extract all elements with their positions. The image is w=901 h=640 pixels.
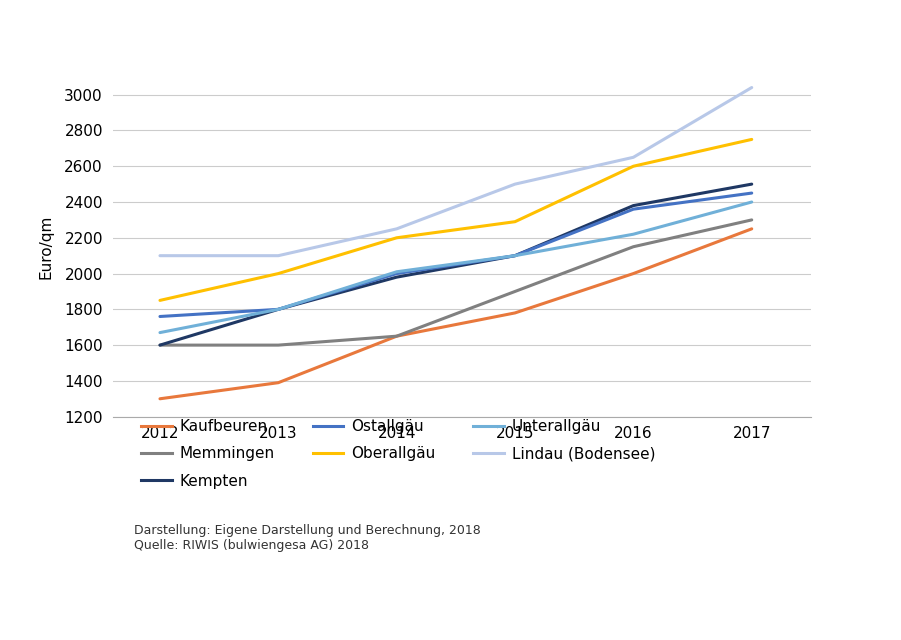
Unterallgäu [155, 329, 166, 337]
Ostallgäu [391, 269, 402, 277]
Lindau (Bodensee) [391, 225, 402, 233]
Kempten [273, 305, 284, 313]
Kempten [510, 252, 521, 259]
Line: Memmingen: Memmingen [160, 220, 751, 345]
Lindau (Bodensee) [628, 154, 639, 161]
Line: Unterallgäu: Unterallgäu [160, 202, 751, 333]
Unterallgäu [510, 252, 521, 259]
Kaufbeuren [628, 269, 639, 277]
Ostallgäu [510, 252, 521, 259]
Memmingen [746, 216, 757, 224]
Unterallgäu [628, 230, 639, 238]
Line: Ostallgäu: Ostallgäu [160, 193, 751, 317]
Lindau (Bodensee) [746, 84, 757, 92]
Lindau (Bodensee) [155, 252, 166, 259]
Legend: Kaufbeuren, Memmingen, Kempten, Ostallgäu, Oberallgäu, Unterallgäu, Lindau (Bode: Kaufbeuren, Memmingen, Kempten, Ostallgä… [141, 419, 655, 489]
Oberallgäu [628, 163, 639, 170]
Memmingen [391, 332, 402, 340]
Kempten [628, 202, 639, 209]
Text: Darstellung: Eigene Darstellung und Berechnung, 2018
Quelle: RIWIS (bulwiengesa : Darstellung: Eigene Darstellung und Bere… [133, 524, 480, 552]
Memmingen [628, 243, 639, 251]
Memmingen [510, 287, 521, 295]
Memmingen [155, 341, 166, 349]
Kaufbeuren [746, 225, 757, 233]
Line: Oberallgäu: Oberallgäu [160, 140, 751, 300]
Unterallgäu [273, 305, 284, 313]
Kaufbeuren [273, 379, 284, 387]
Oberallgäu [510, 218, 521, 225]
Unterallgäu [391, 268, 402, 276]
Oberallgäu [273, 269, 284, 277]
Oberallgäu [155, 296, 166, 304]
Kaufbeuren [155, 395, 166, 403]
Line: Kempten: Kempten [160, 184, 751, 345]
Unterallgäu [746, 198, 757, 206]
Ostallgäu [155, 313, 166, 321]
Memmingen [273, 341, 284, 349]
Line: Kaufbeuren: Kaufbeuren [160, 229, 751, 399]
Ostallgäu [628, 205, 639, 213]
Kaufbeuren [391, 332, 402, 340]
Kempten [155, 341, 166, 349]
Oberallgäu [746, 136, 757, 143]
Y-axis label: Euro/qm: Euro/qm [38, 214, 53, 279]
Kempten [391, 273, 402, 281]
Lindau (Bodensee) [510, 180, 521, 188]
Oberallgäu [391, 234, 402, 242]
Kaufbeuren [510, 309, 521, 317]
Kempten [746, 180, 757, 188]
Ostallgäu [273, 305, 284, 313]
Ostallgäu [746, 189, 757, 197]
Lindau (Bodensee) [273, 252, 284, 259]
Line: Lindau (Bodensee): Lindau (Bodensee) [160, 88, 751, 255]
